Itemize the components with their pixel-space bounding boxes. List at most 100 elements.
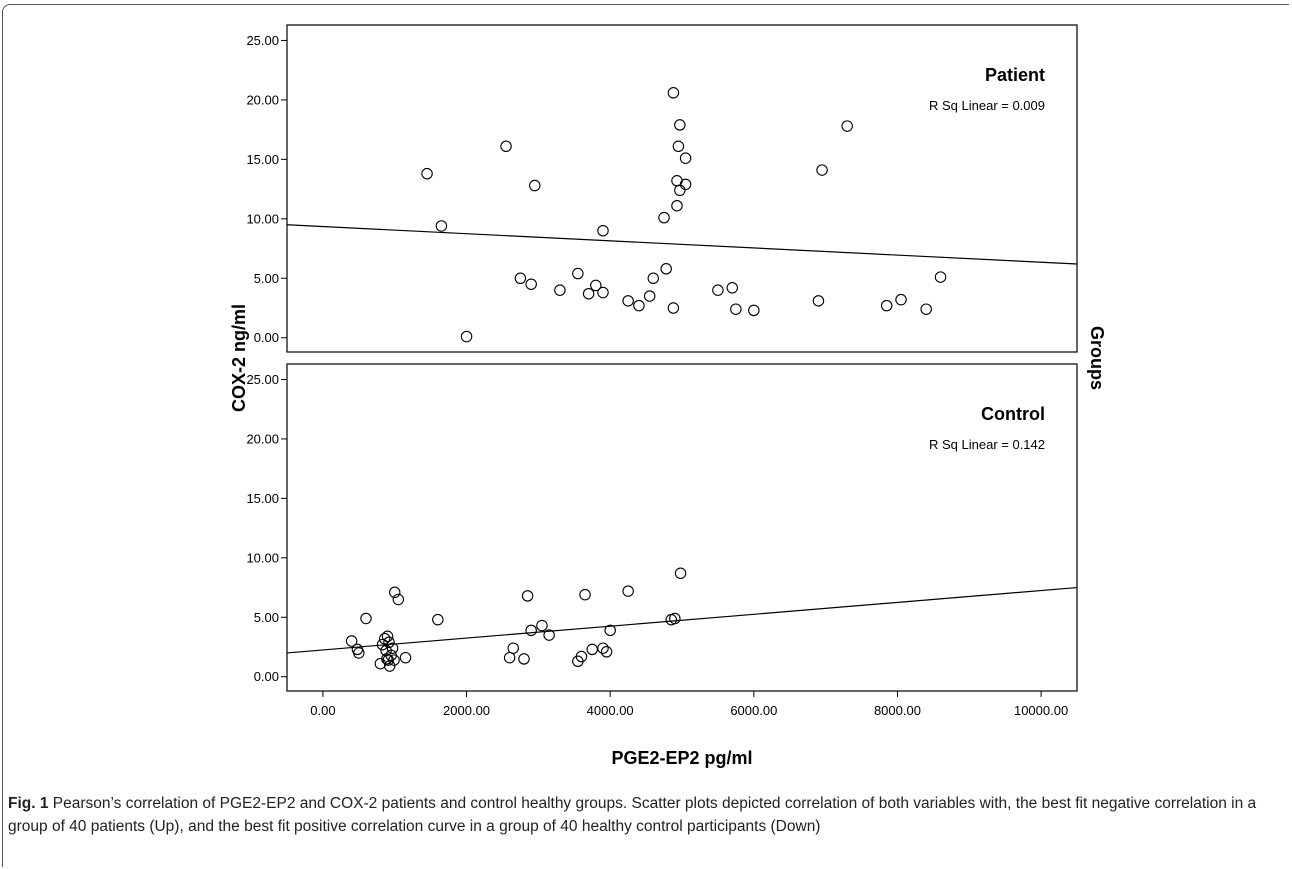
data-point-control [543, 629, 555, 641]
data-point-control [586, 643, 598, 656]
data-point-patient [572, 267, 584, 280]
data-point-patient [920, 303, 932, 315]
x-tick-label: 6000.00 [730, 703, 777, 718]
data-point-patient [514, 272, 527, 285]
data-point-control [521, 590, 534, 602]
data-point-patient [643, 290, 656, 302]
data-point-patient [421, 167, 433, 180]
data-point-patient [660, 263, 672, 275]
data-point-patient [529, 179, 541, 192]
data-point-patient [622, 295, 634, 307]
caption-text: Pearson’s correlation of PGE2-EP2 and CO… [8, 795, 1257, 835]
data-point-patient [674, 119, 686, 131]
data-point-patient [597, 224, 609, 237]
data-point-control [392, 593, 405, 606]
data-point-control [388, 654, 400, 666]
data-point-control [674, 567, 687, 580]
panel-frame-control [286, 363, 1078, 692]
x-tick-label: 10000.00 [1014, 703, 1068, 718]
r-sq-label-patient: R Sq Linear = 0.009 [929, 98, 1045, 113]
data-point-patient [679, 178, 692, 191]
y-tick-label-patient: 20.00 [246, 92, 279, 107]
data-point-control [600, 646, 613, 658]
data-point-control [503, 651, 516, 664]
data-point-patient [679, 152, 692, 164]
data-point-control [604, 624, 616, 637]
data-point-patient [667, 87, 680, 99]
data-point-patient [672, 140, 685, 153]
x-tick-label: 4000.00 [587, 703, 634, 718]
data-point-patient [658, 211, 670, 224]
data-point-control [518, 653, 530, 665]
data-point-patient [748, 304, 760, 317]
y-axis-title: COX-2 ng/ml [229, 304, 249, 412]
data-point-patient [500, 140, 512, 153]
y-tick-label-patient: 5.00 [254, 271, 279, 286]
data-point-patient [554, 284, 566, 296]
panel-label-control: Control [981, 404, 1045, 424]
data-point-control [507, 642, 519, 654]
r-sq-label-control: R Sq Linear = 0.142 [929, 437, 1045, 452]
data-point-control [669, 612, 681, 625]
y-tick-label-patient: 10.00 [246, 211, 279, 226]
data-point-patient [435, 220, 448, 232]
x-tick-label: 0.00 [310, 703, 335, 718]
data-point-patient [597, 286, 609, 299]
panel-frame-patient [286, 24, 1078, 353]
data-point-patient [730, 303, 742, 315]
x-axis-title: PGE2-EP2 pg/ml [611, 748, 752, 768]
data-point-control [345, 635, 358, 647]
data-point-patient [812, 295, 825, 307]
y-tick-label-patient: 0.00 [254, 330, 279, 345]
data-point-patient [816, 164, 828, 176]
data-point-patient [671, 199, 683, 212]
data-point-patient [647, 272, 660, 285]
data-point-control [525, 624, 537, 637]
data-point-control [622, 585, 634, 597]
y-tick-label-control: 25.00 [246, 372, 279, 387]
data-point-patient [590, 279, 602, 292]
data-point-control [378, 632, 391, 645]
data-point-control [381, 630, 394, 643]
y-tick-label-control: 20.00 [246, 431, 279, 446]
data-point-patient [633, 299, 645, 312]
data-point-patient [582, 287, 595, 300]
data-point-control [383, 636, 395, 648]
data-point-patient [895, 293, 907, 306]
data-point-control [399, 651, 412, 664]
data-point-patient [460, 330, 473, 343]
data-point-control [432, 613, 444, 626]
data-point-control [579, 588, 591, 601]
data-point-control [388, 586, 401, 599]
data-point-control [597, 642, 609, 654]
x-tick-label: 2000.00 [443, 703, 490, 718]
data-point-control [381, 653, 393, 665]
data-point-control [353, 647, 365, 659]
data-point-patient [525, 278, 537, 290]
y-tick-label-control: 15.00 [246, 491, 279, 506]
y-tick-label-patient: 25.00 [246, 33, 279, 48]
data-point-control [386, 642, 399, 654]
data-point-patient [712, 284, 724, 296]
data-point-patient [667, 302, 680, 314]
data-point-control [360, 612, 372, 625]
data-point-patient [841, 120, 853, 132]
y-tick-label-control: 0.00 [254, 669, 279, 684]
scatter-chart: 0.00 5.00 10.00 15.00 20.00 25.00 Patient R Sq … [229, 24, 1107, 768]
facet-axis-title: Groups [1087, 326, 1107, 390]
data-point-patient [674, 184, 686, 197]
data-point-control [376, 638, 389, 651]
y-tick-label-control: 10.00 [246, 550, 279, 565]
fit-line-patient [286, 224, 1078, 265]
y-tick-label-patient: 15.00 [246, 152, 279, 167]
caption-label: Fig. 1 [8, 795, 49, 812]
data-point-control [536, 619, 548, 632]
data-point-control [575, 650, 588, 663]
data-point-patient [880, 299, 893, 312]
panel-label-patient: Patient [985, 65, 1045, 85]
y-tick-label-control: 5.00 [254, 610, 279, 625]
x-tick-label: 8000.00 [874, 703, 921, 718]
figure-caption: Fig. 1 Pearson’s correlation of PGE2-EP2… [8, 792, 1276, 838]
data-point-patient [934, 271, 947, 283]
data-point-patient [726, 282, 739, 294]
